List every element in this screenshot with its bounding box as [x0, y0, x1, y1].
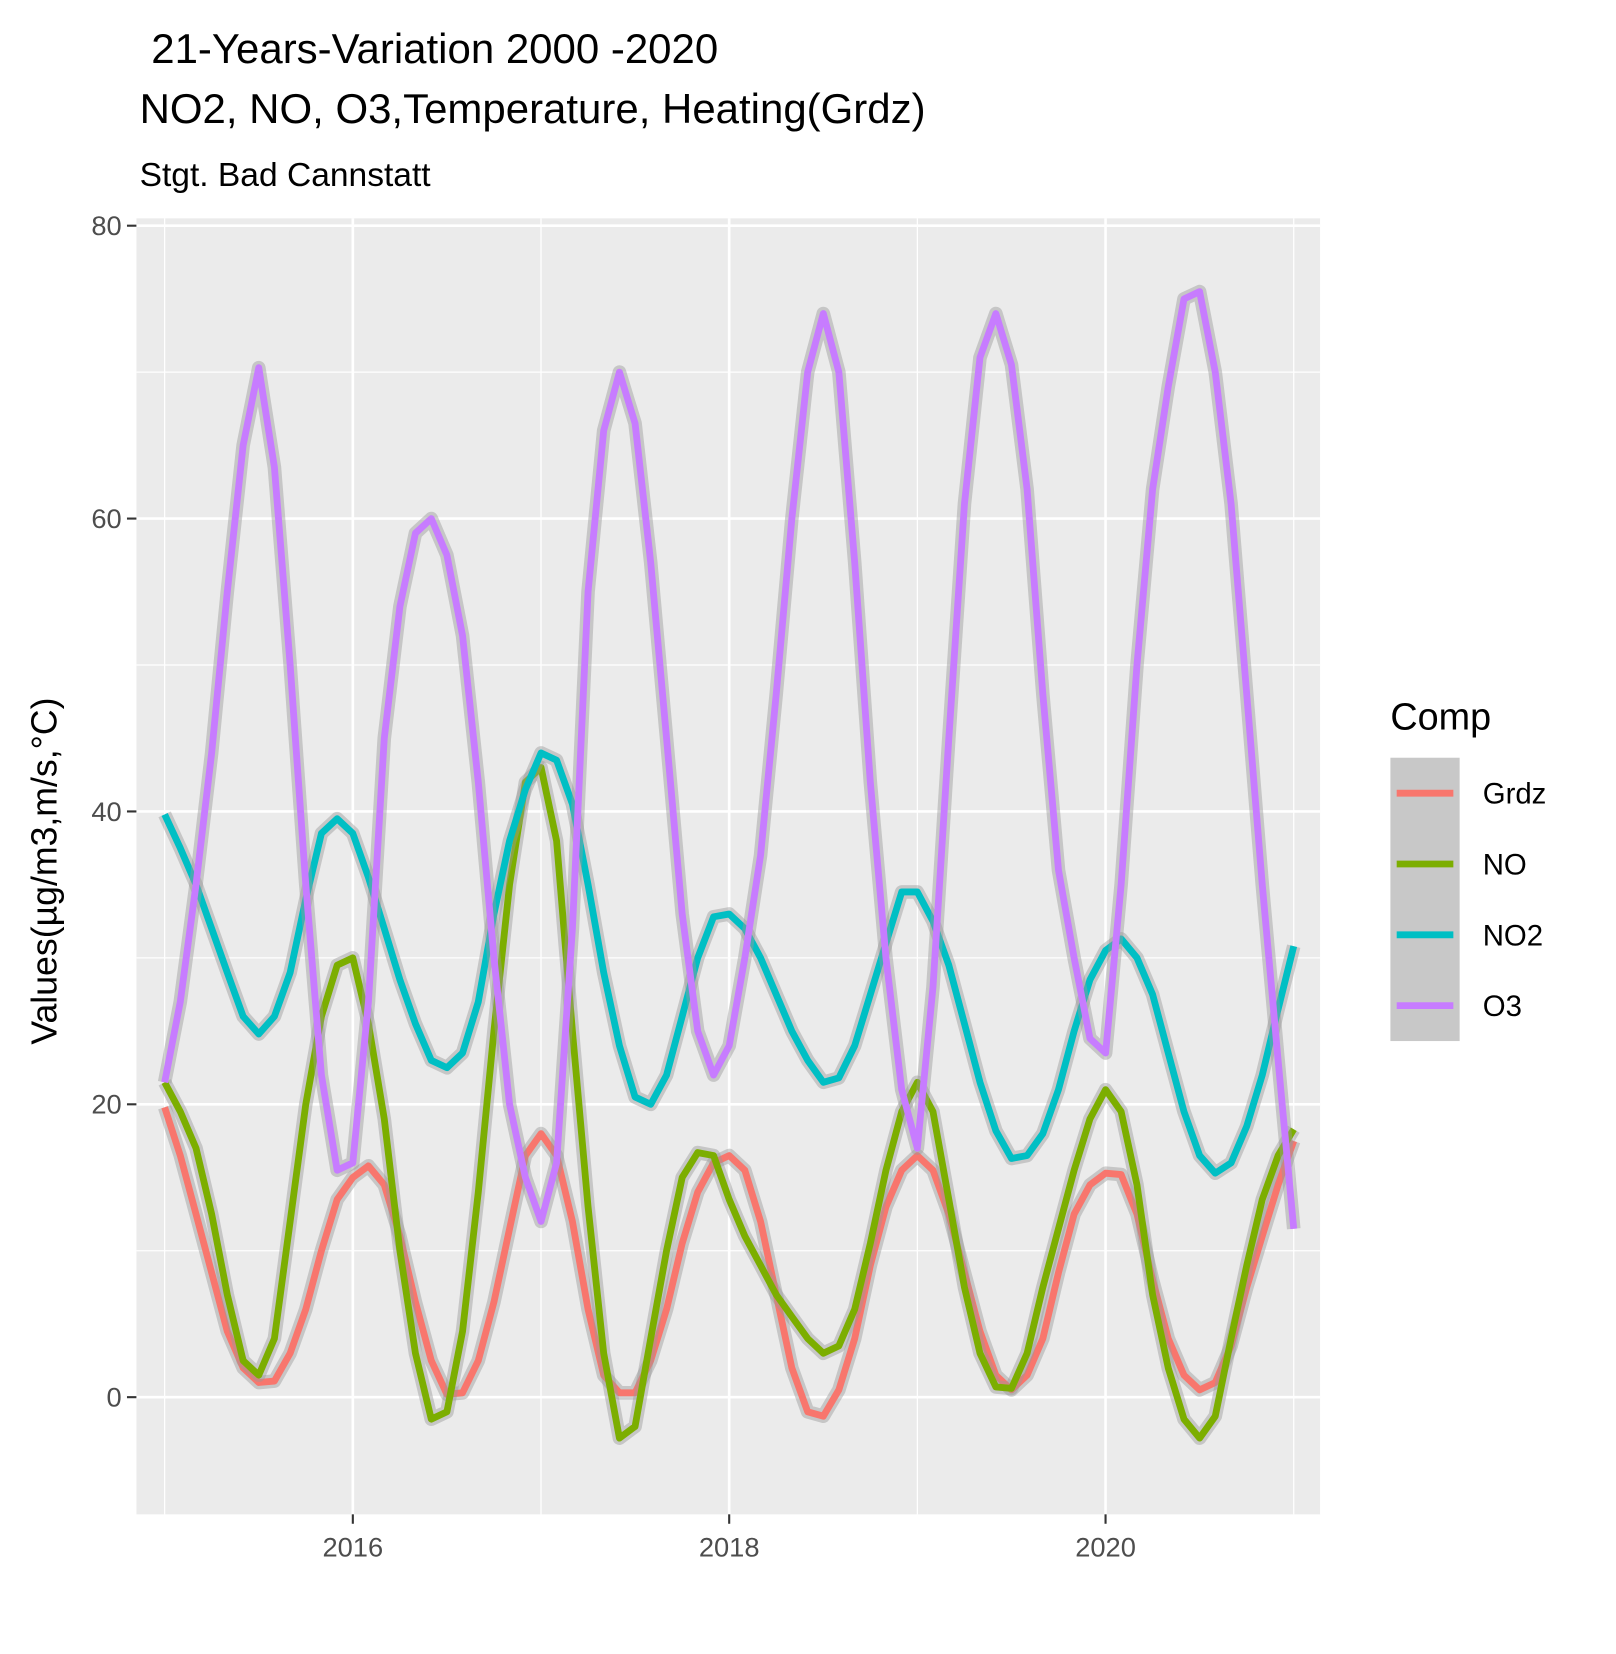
x-tick-label: 2018 [699, 1531, 760, 1562]
legend-label: NO [1483, 848, 1527, 881]
line [161, 764, 1297, 1442]
y-tick-label: 60 [91, 503, 121, 534]
legend-label: O3 [1483, 990, 1522, 1023]
line [161, 1106, 1297, 1420]
x-tick-label: 2020 [1075, 1531, 1136, 1562]
y-tick-label: 20 [91, 1089, 121, 1120]
y-tick-label: 40 [91, 796, 121, 827]
line [161, 288, 1298, 1230]
legend-label: NO2 [1483, 919, 1543, 952]
x-tick-label: 2016 [322, 1531, 383, 1562]
chart-title: 21-Years-Variation 2000 -2020 [140, 25, 719, 72]
legend-label: Grdz [1483, 778, 1547, 811]
legend-title: Comp [1390, 696, 1491, 738]
chart-title-line2: NO2, NO, O3,Temperature, Heating(Grdz) [140, 85, 926, 132]
y-tick-label: 0 [107, 1382, 122, 1413]
chart-subtitle: Stgt. Bad Cannstatt [140, 157, 432, 194]
legend-key-background [1390, 757, 1460, 1042]
y-tick-label: 80 [91, 210, 121, 241]
line [161, 749, 1298, 1177]
y-axis-label: Values(µg/m3,m/s,°C) [25, 697, 65, 1044]
